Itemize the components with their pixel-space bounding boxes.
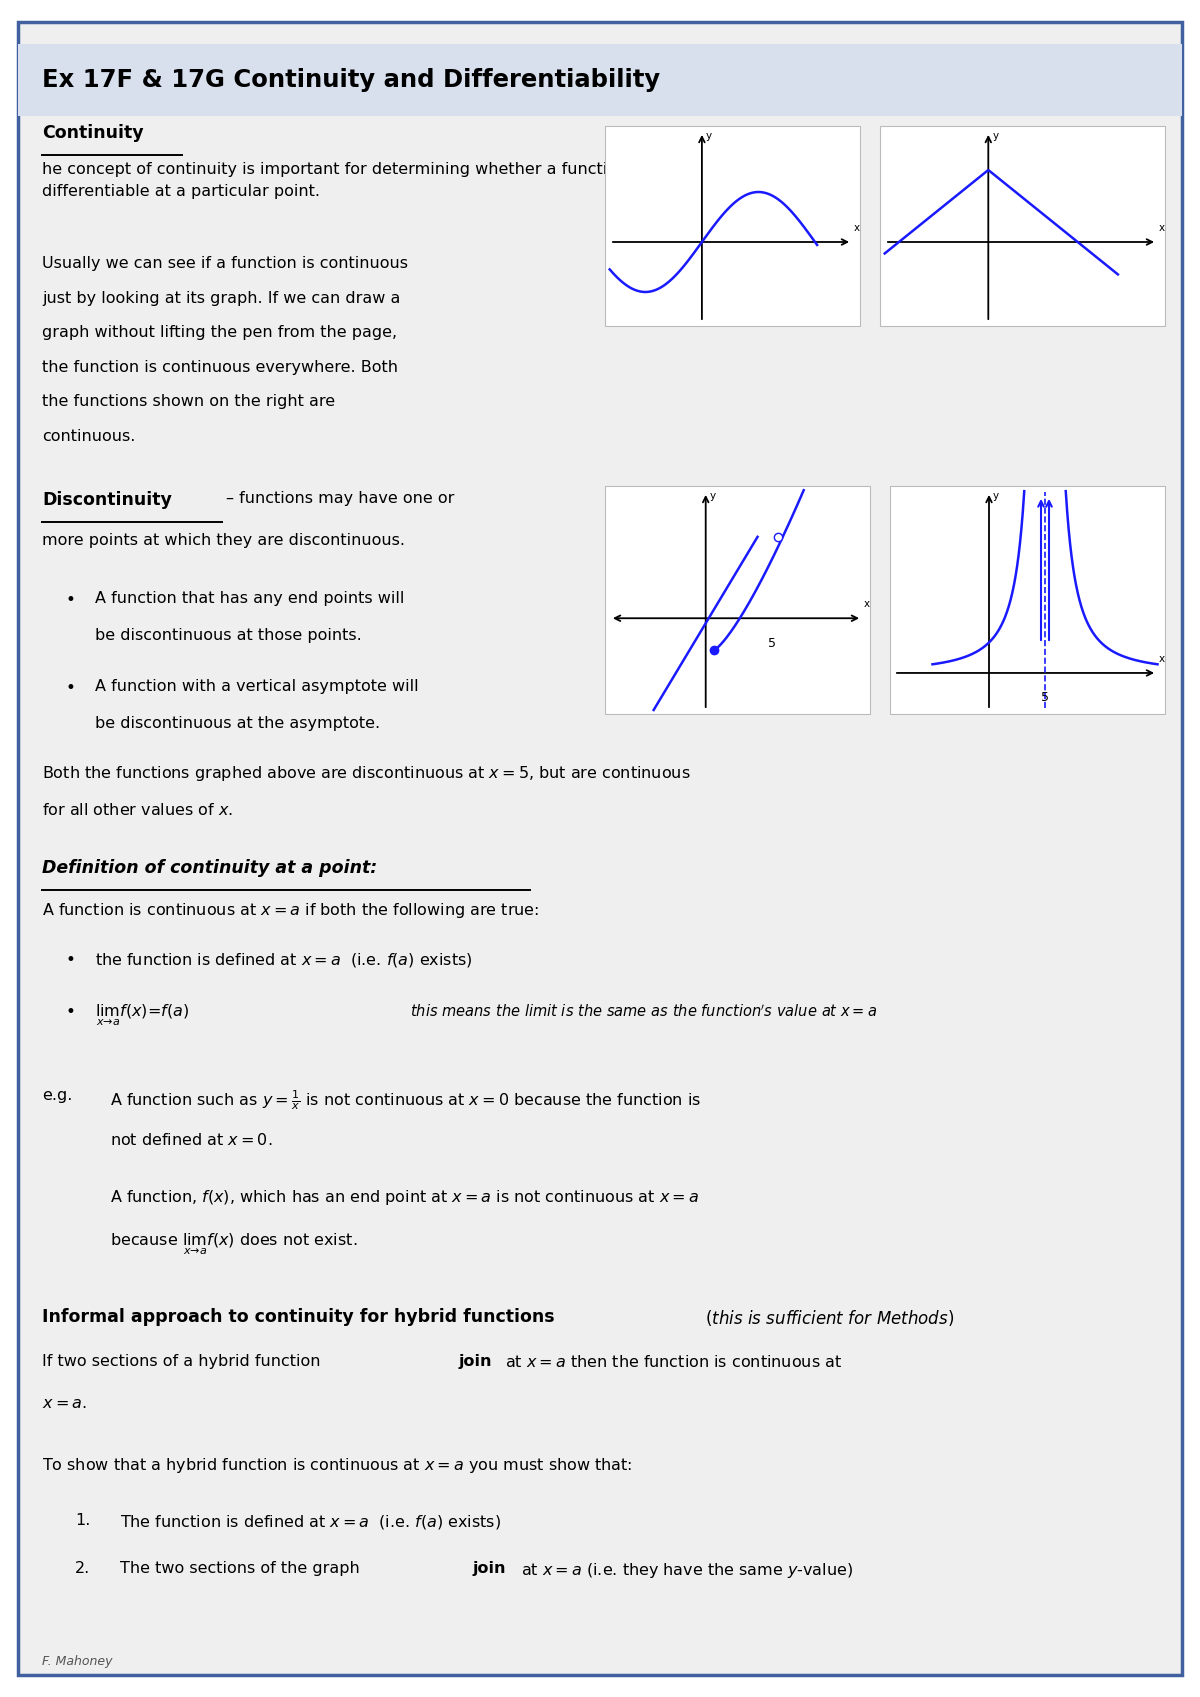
FancyBboxPatch shape [18,22,1182,1675]
Text: he concept of continuity is important for determining whether a function is
diff: he concept of continuity is important fo… [42,161,646,199]
Text: $\mathbf{\mathit{(this\ is\ sufficient\ for\ Methods)}}$: $\mathbf{\mathit{(this\ is\ sufficient\ … [706,1308,954,1329]
Text: be discontinuous at those points.: be discontinuous at those points. [95,628,361,643]
Text: 2.: 2. [74,1561,90,1577]
Text: The function is defined at $x = a$  (i.e. $f(a)$ exists): The function is defined at $x = a$ (i.e.… [120,1514,502,1531]
Text: continuous.: continuous. [42,429,136,443]
Text: – functions may have one or: – functions may have one or [226,490,455,506]
Text: Ex 17F & 17G Continuity and Differentiability: Ex 17F & 17G Continuity and Differentiab… [42,68,660,92]
Text: Discontinuity: Discontinuity [42,490,172,509]
Text: y: y [706,131,712,141]
Text: more points at which they are discontinuous.: more points at which they are discontinu… [42,533,406,548]
Text: x: x [1159,222,1165,232]
Text: Informal approach to continuity for hybrid functions: Informal approach to continuity for hybr… [42,1308,554,1325]
Text: A function with a vertical asymptote will: A function with a vertical asymptote wil… [95,679,419,694]
Text: 5: 5 [768,638,775,650]
Text: y: y [709,490,716,501]
Text: A function is continuous at $x = a$ if both the following are true:: A function is continuous at $x = a$ if b… [42,901,539,920]
Text: F. Mahoney: F. Mahoney [42,1655,113,1668]
FancyBboxPatch shape [880,126,1165,326]
Text: Continuity: Continuity [42,124,144,143]
Text: •: • [65,1003,74,1022]
Text: the function is continuous everywhere. Both: the function is continuous everywhere. B… [42,360,398,375]
Text: Definition of continuity at a point:: Definition of continuity at a point: [42,859,377,877]
Text: •: • [65,679,74,697]
FancyBboxPatch shape [18,44,1182,115]
Text: A function such as $y = \frac{1}{x}$ is not continuous at $x = 0$ because the fu: A function such as $y = \frac{1}{x}$ is … [110,1088,701,1112]
Text: A function, $f(x)$, which has an end point at $x = a$ is not continuous at $x = : A function, $f(x)$, which has an end poi… [110,1188,698,1207]
Text: e.g.: e.g. [42,1088,72,1103]
Text: x: x [864,599,870,609]
Text: 1.: 1. [74,1514,90,1527]
Text: Both the functions graphed above are discontinuous at $x = 5$, but are continuou: Both the functions graphed above are dis… [42,764,690,782]
Text: •: • [65,591,74,609]
Text: be discontinuous at the asymptote.: be discontinuous at the asymptote. [95,716,380,731]
FancyBboxPatch shape [605,485,870,714]
Text: x: x [1159,653,1165,664]
Text: not defined at $x = 0$.: not defined at $x = 0$. [110,1132,272,1147]
Text: Usually we can see if a function is continuous: Usually we can see if a function is cont… [42,256,408,272]
Text: •: • [65,950,74,969]
Text: at $x = a$ then the function is continuous at: at $x = a$ then the function is continuo… [500,1354,842,1369]
Text: graph without lifting the pen from the page,: graph without lifting the pen from the p… [42,326,397,339]
Text: If two sections of a hybrid function: If two sections of a hybrid function [42,1354,325,1369]
Text: A function that has any end points will: A function that has any end points will [95,591,404,606]
Text: at $x = a$ (i.e. they have the same $y$-value): at $x = a$ (i.e. they have the same $y$-… [516,1561,853,1580]
Text: 5: 5 [1042,691,1049,704]
Text: $\lim_{x \to a} f(x) = f(a)$: $\lim_{x \to a} f(x) = f(a)$ [95,1003,190,1028]
Text: join: join [458,1354,492,1369]
Text: join: join [472,1561,505,1577]
Text: x: x [854,222,860,232]
FancyBboxPatch shape [890,485,1165,714]
Text: just by looking at its graph. If we can draw a: just by looking at its graph. If we can … [42,290,401,305]
Text: $\mathit{this\ means\ the\ limit\ is\ the\ same\ as\ the\ function{'}s\ value\ a: $\mathit{this\ means\ the\ limit\ is\ th… [410,1003,877,1020]
Text: the function is defined at $x = a$  (i.e. $f(a)$ exists): the function is defined at $x = a$ (i.e.… [95,950,473,969]
Text: y: y [992,131,998,141]
FancyBboxPatch shape [605,126,860,326]
Text: The two sections of the graph: The two sections of the graph [120,1561,365,1577]
Text: y: y [994,490,1000,501]
Text: the functions shown on the right are: the functions shown on the right are [42,394,335,409]
Text: $x = a$.: $x = a$. [42,1397,86,1410]
Text: To show that a hybrid function is continuous at $x = a$ you must show that:: To show that a hybrid function is contin… [42,1456,632,1475]
Text: because $\lim_{x \to a} f(x)$ does not exist.: because $\lim_{x \to a} f(x)$ does not e… [110,1232,358,1257]
Text: for all other values of $x$.: for all other values of $x$. [42,803,233,818]
